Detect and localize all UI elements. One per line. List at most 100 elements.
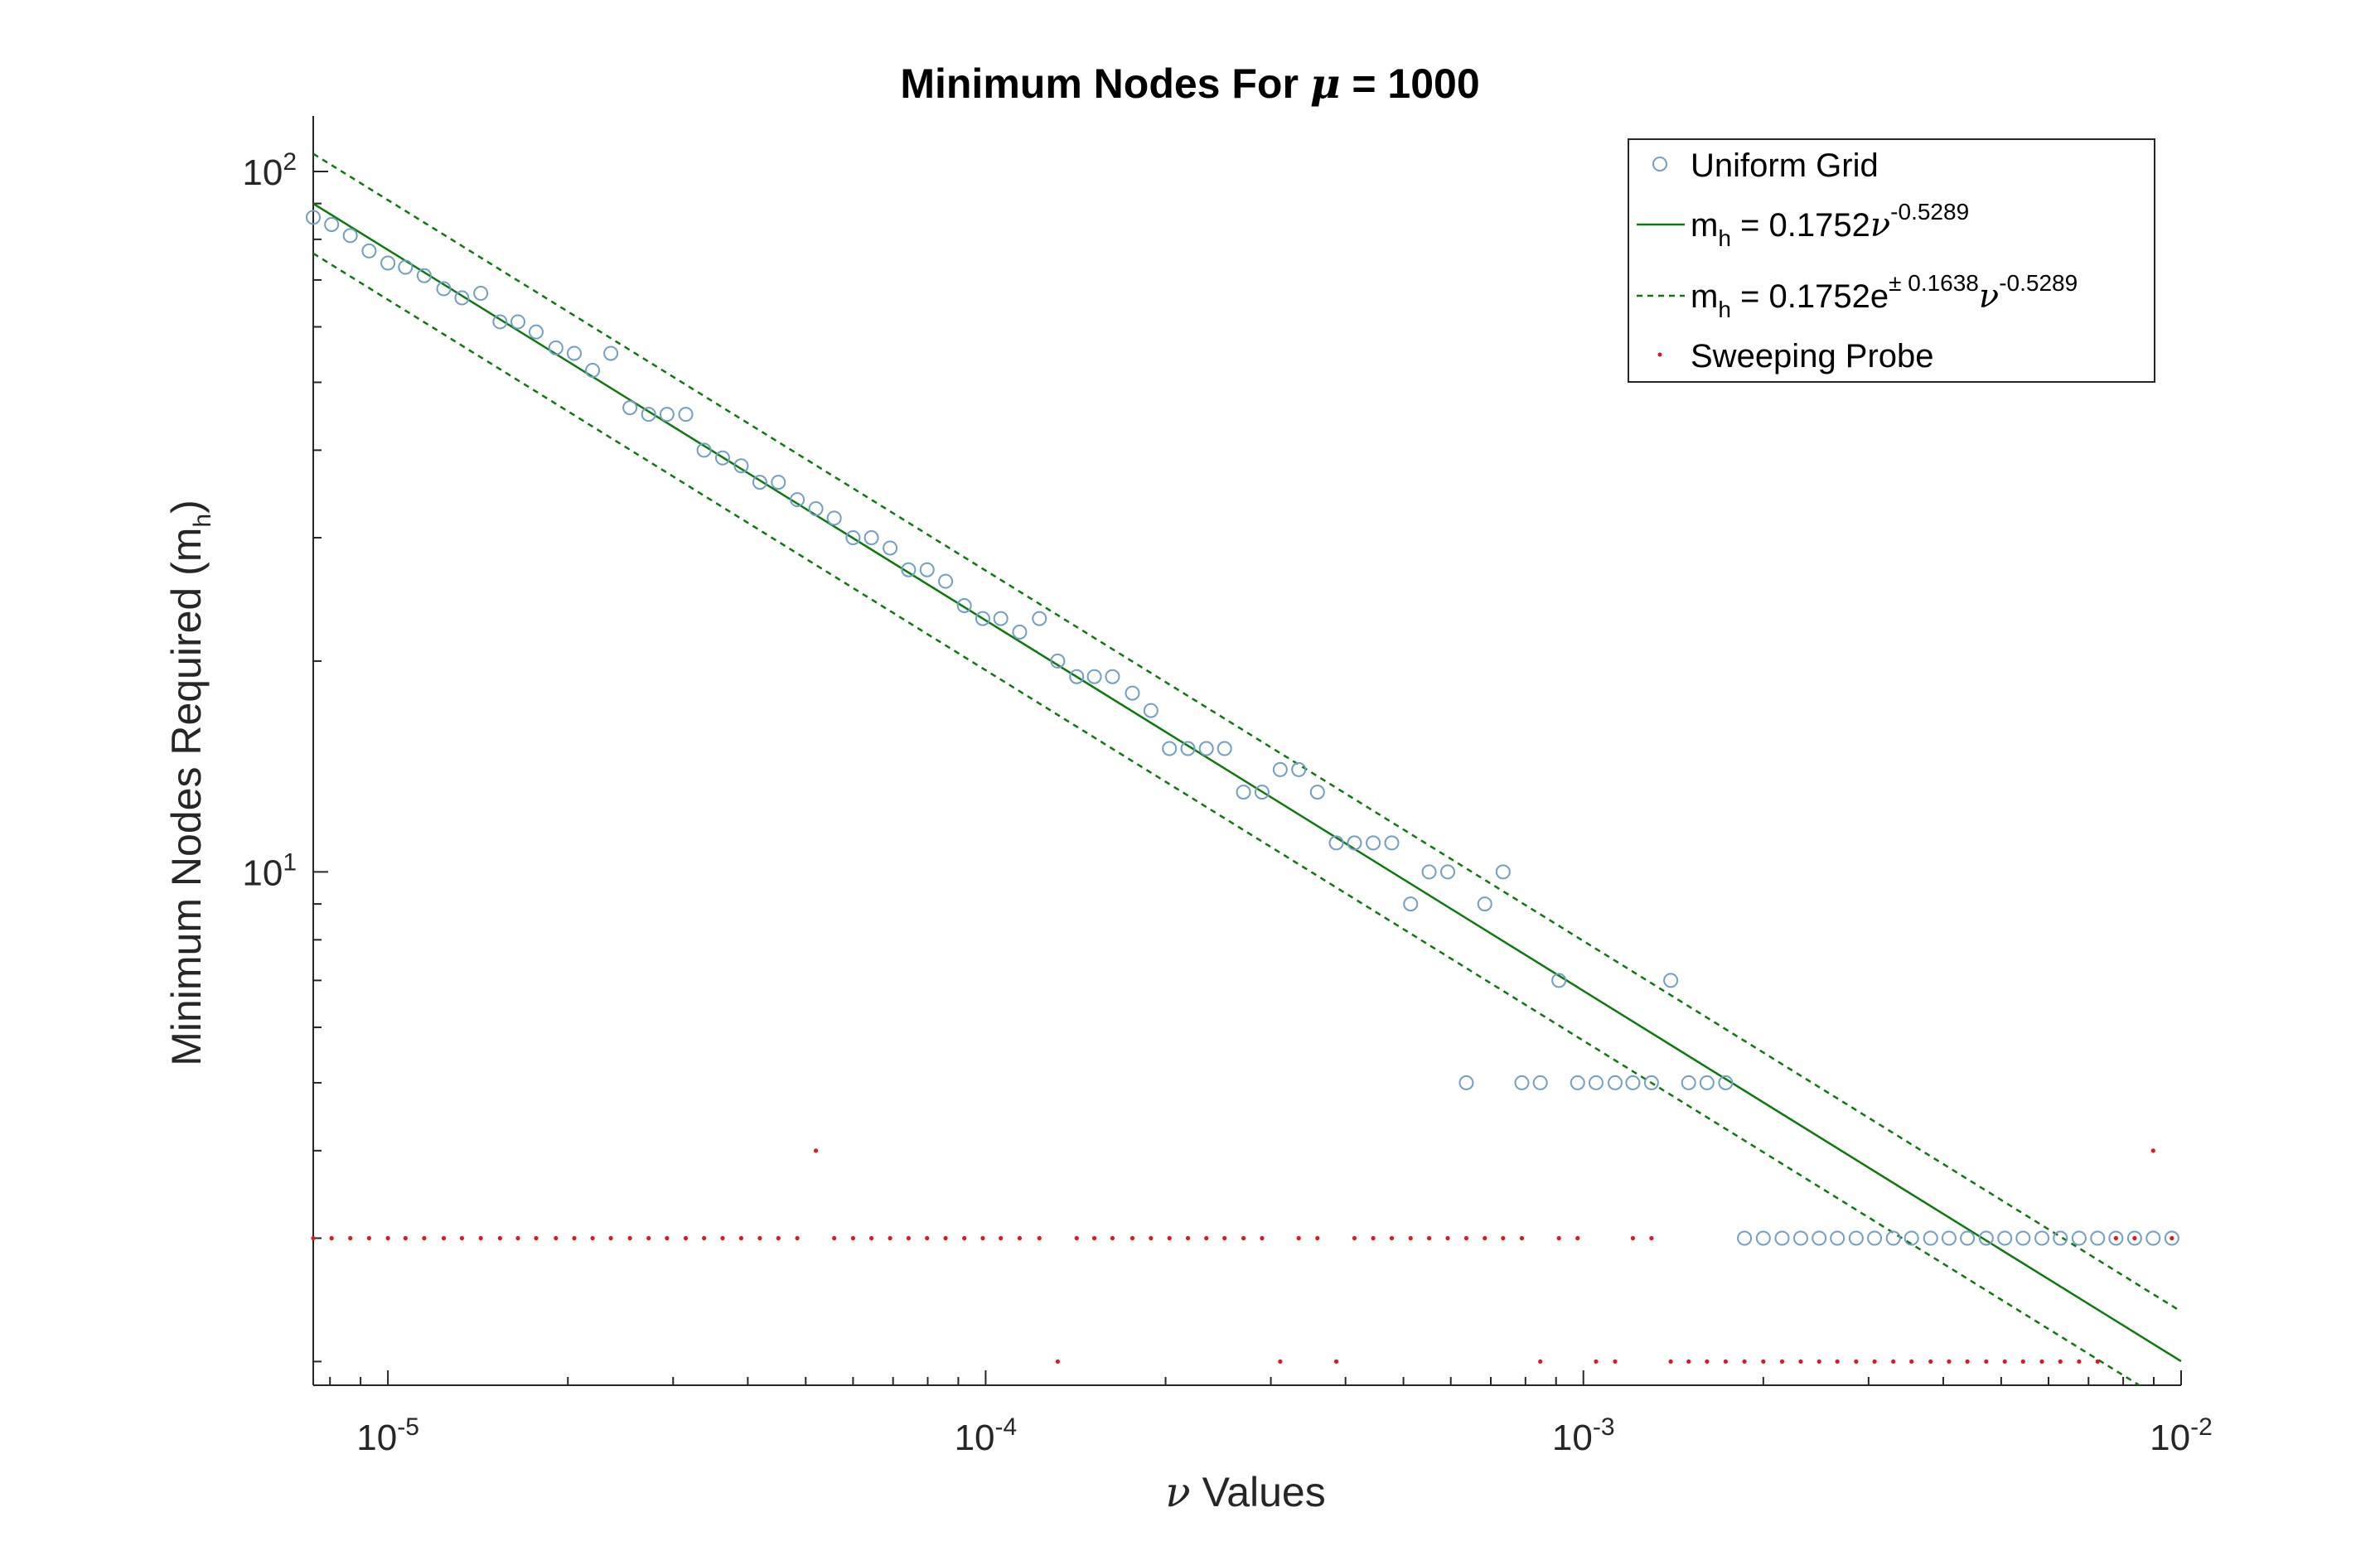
sweeping-probe-point [1984,1359,1989,1364]
uniform-grid-point [752,475,767,490]
uniform-grid-point [1718,1075,1734,1090]
uniform-grid-point [863,530,879,546]
sweeping-probe-point [776,1235,781,1241]
legend-sweeping-probe-marker [1657,352,1662,357]
sweeping-probe-point [1965,1359,1970,1364]
uniform-grid-point [398,259,414,275]
sweeping-probe-point [1426,1235,1432,1241]
sweeping-probe-point [1483,1235,1488,1241]
uniform-grid-point [1236,785,1251,800]
uniform-grid-point [956,597,972,613]
chart-title-symbol: μ [1310,59,1341,108]
x-tick-label-base: 10 [955,1418,995,1458]
uniform-grid-point [473,285,489,301]
sweeping-probe-point [1130,1235,1135,1241]
sweeping-probe-point [1110,1235,1115,1241]
y-axis-label-close: ) [163,500,210,514]
y-tick-label: 101 [242,848,297,893]
sweeping-probe-point [1798,1359,1803,1364]
uniform-grid-point [1737,1230,1753,1246]
x-tick-label-exp: -5 [397,1413,419,1441]
x-tick-label-exp: -3 [1593,1413,1615,1441]
y-tick-label-base: 10 [242,152,283,193]
uniform-grid-point [1551,973,1567,988]
uniform-grid-point [1105,669,1120,684]
sweeping-probe-point [1649,1235,1654,1241]
y-axis-label: Minimum Nodes Required (mh) [163,500,216,1066]
uniform-grid-point [2126,1230,2142,1246]
legend-band-sub: h [1718,297,1731,322]
x-tick-label: 10-3 [1552,1413,1615,1458]
x-axis-label-text: Values [1191,1469,1326,1515]
legend-fit-line-label: mh = 0.1752ν-0.5289 [1691,199,1969,251]
sweeping-probe-point [1408,1235,1413,1241]
sweeping-probe-point [1872,1359,1877,1364]
sweeping-probe-point [1723,1359,1729,1364]
uniform-grid-point [622,400,638,416]
sweeping-probe-point [925,1235,930,1241]
legend-band-pre: m [1691,278,1718,315]
sweeping-probe-point [627,1235,632,1241]
uniform-grid-point [2164,1230,2179,1246]
uniform-grid-point [1198,741,1214,756]
uniform-grid-point [324,216,340,232]
sweeping-probe-point [2002,1359,2007,1364]
sweeping-probe-point [832,1235,837,1241]
y-axis-label-text: Minimum Nodes Required (m [163,528,210,1066]
sweeping-probe-point [906,1235,911,1241]
sweeping-probe-point [1260,1235,1265,1241]
x-tick-label: 10-2 [2150,1413,2213,1458]
uniform-grid-point [380,255,396,271]
uniform-grid-point [2015,1230,2031,1246]
x-tick-label-base: 10 [2150,1418,2190,1458]
sweeping-probe-point [720,1235,725,1241]
sweeping-probe-point [1074,1235,1079,1241]
uniform-grid-point [1885,1230,1901,1246]
uniform-grid-point [2090,1230,2106,1246]
sweeping-probe-point [572,1235,577,1241]
y-tick-label: 102 [242,148,297,193]
sweeping-probe-point [813,1148,819,1153]
uniform-grid-point [1532,1075,1548,1090]
uniform-grid-point [975,611,990,626]
sweeping-probe-point [441,1235,447,1241]
uniform-grid-point [1050,653,1066,669]
uniform-grid-point [2145,1230,2161,1246]
uniform-grid-point [826,510,842,526]
sweeping-probe-point [1389,1235,1395,1241]
sweeping-probe-point [1017,1235,1023,1241]
legend-fit-sub: h [1718,225,1731,251]
sweeping-probe-point [1371,1235,1376,1241]
sweeping-probe-point [2170,1235,2174,1241]
sweeping-probe-point [1742,1359,1747,1364]
chart-title-suffix: = 1000 [1340,60,1479,107]
uniform-grid-point [1997,1230,2013,1246]
sweeping-probe-point [554,1235,559,1241]
sweeping-probe-point [646,1235,651,1241]
uniform-grid-point [641,407,656,423]
uniform-grid-point [808,501,824,517]
sweeping-probe-point [1668,1359,1673,1364]
sweeping-probe-point [1613,1359,1618,1364]
sweeping-probe-point [348,1235,353,1241]
uniform-grid-point [492,314,508,330]
sweeping-probe-point [738,1235,744,1241]
fit-line [313,202,2182,1363]
legend-band-sup1: ± 0.1638 [1889,270,1979,296]
uniform-grid-point [1625,1075,1641,1090]
uniform-grid-point [566,345,582,361]
uniform-grid-point [1125,685,1140,701]
sweeping-probe-point [2058,1359,2063,1364]
uniform-grid-point [2108,1230,2124,1246]
chart-title-prefix: Minimum Nodes For [900,60,1309,107]
sweeping-probe-point [683,1235,689,1241]
uniform-grid-point [1663,973,1679,988]
sweeping-probe-point [497,1235,502,1241]
sweeping-probe-point [1594,1359,1599,1364]
sweeping-probe-point [1519,1235,1525,1241]
uniform-grid-point [1514,1075,1530,1090]
x-axis-label-symbol: ν [1165,1468,1190,1516]
sweeping-probe-point [1091,1235,1097,1241]
sweeping-probe-point [888,1235,892,1241]
